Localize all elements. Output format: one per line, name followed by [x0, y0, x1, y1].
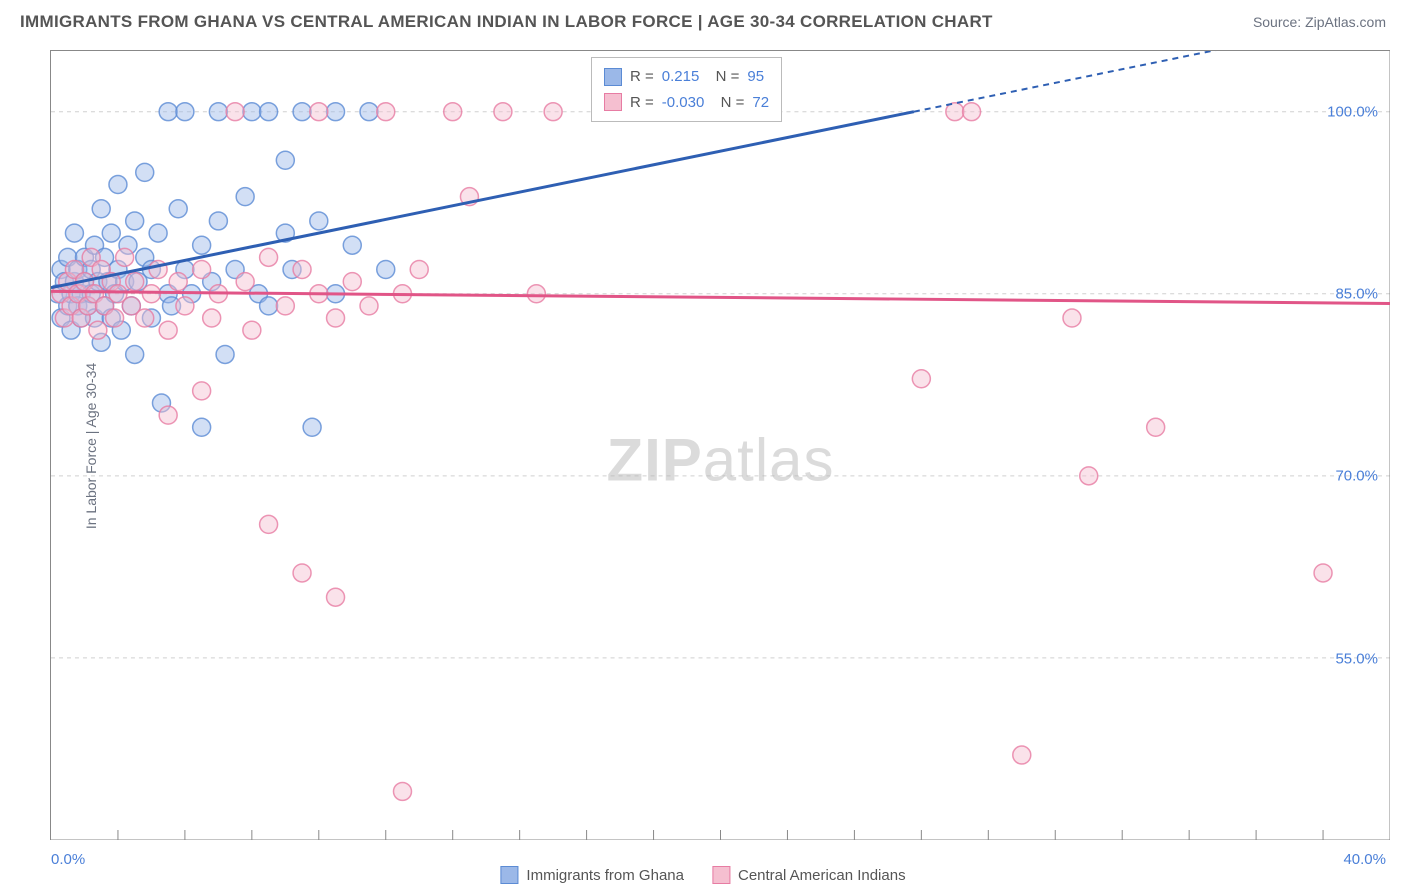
y-tick-label: 100.0% [1327, 103, 1378, 120]
swatch-icon [604, 93, 622, 111]
swatch-icon [712, 866, 730, 884]
y-tick-label: 85.0% [1335, 286, 1378, 303]
n-label: N = [707, 64, 739, 90]
chart-area: ZIPatlas R = 0.215 N = 95 R = -0.030 N =… [50, 50, 1390, 840]
legend-item-a: Immigrants from Ghana [500, 866, 684, 884]
x-axis-max: 40.0% [1343, 851, 1386, 868]
scatter-plot-svg [51, 51, 1390, 840]
x-axis-min: 0.0% [51, 851, 85, 868]
legend: Immigrants from Ghana Central American I… [500, 866, 905, 884]
page-title: IMMIGRANTS FROM GHANA VS CENTRAL AMERICA… [20, 12, 993, 32]
swatch-icon [604, 68, 622, 86]
correlation-stats-box: R = 0.215 N = 95 R = -0.030 N = 72 [591, 57, 782, 122]
n-label: N = [712, 90, 744, 116]
n-value-a: 95 [747, 64, 764, 90]
n-value-b: 72 [752, 90, 769, 116]
legend-label-a: Immigrants from Ghana [526, 867, 684, 884]
source-attribution: Source: ZipAtlas.com [1253, 14, 1386, 30]
r-label: R = [630, 64, 654, 90]
y-tick-label: 55.0% [1335, 650, 1378, 667]
y-tick-label: 70.0% [1335, 468, 1378, 485]
stats-row-series-a: R = 0.215 N = 95 [604, 64, 769, 90]
legend-item-b: Central American Indians [712, 866, 906, 884]
r-value-b: -0.030 [662, 90, 705, 116]
swatch-icon [500, 866, 518, 884]
legend-label-b: Central American Indians [738, 867, 906, 884]
stats-row-series-b: R = -0.030 N = 72 [604, 90, 769, 116]
r-value-a: 0.215 [662, 64, 700, 90]
r-label: R = [630, 90, 654, 116]
